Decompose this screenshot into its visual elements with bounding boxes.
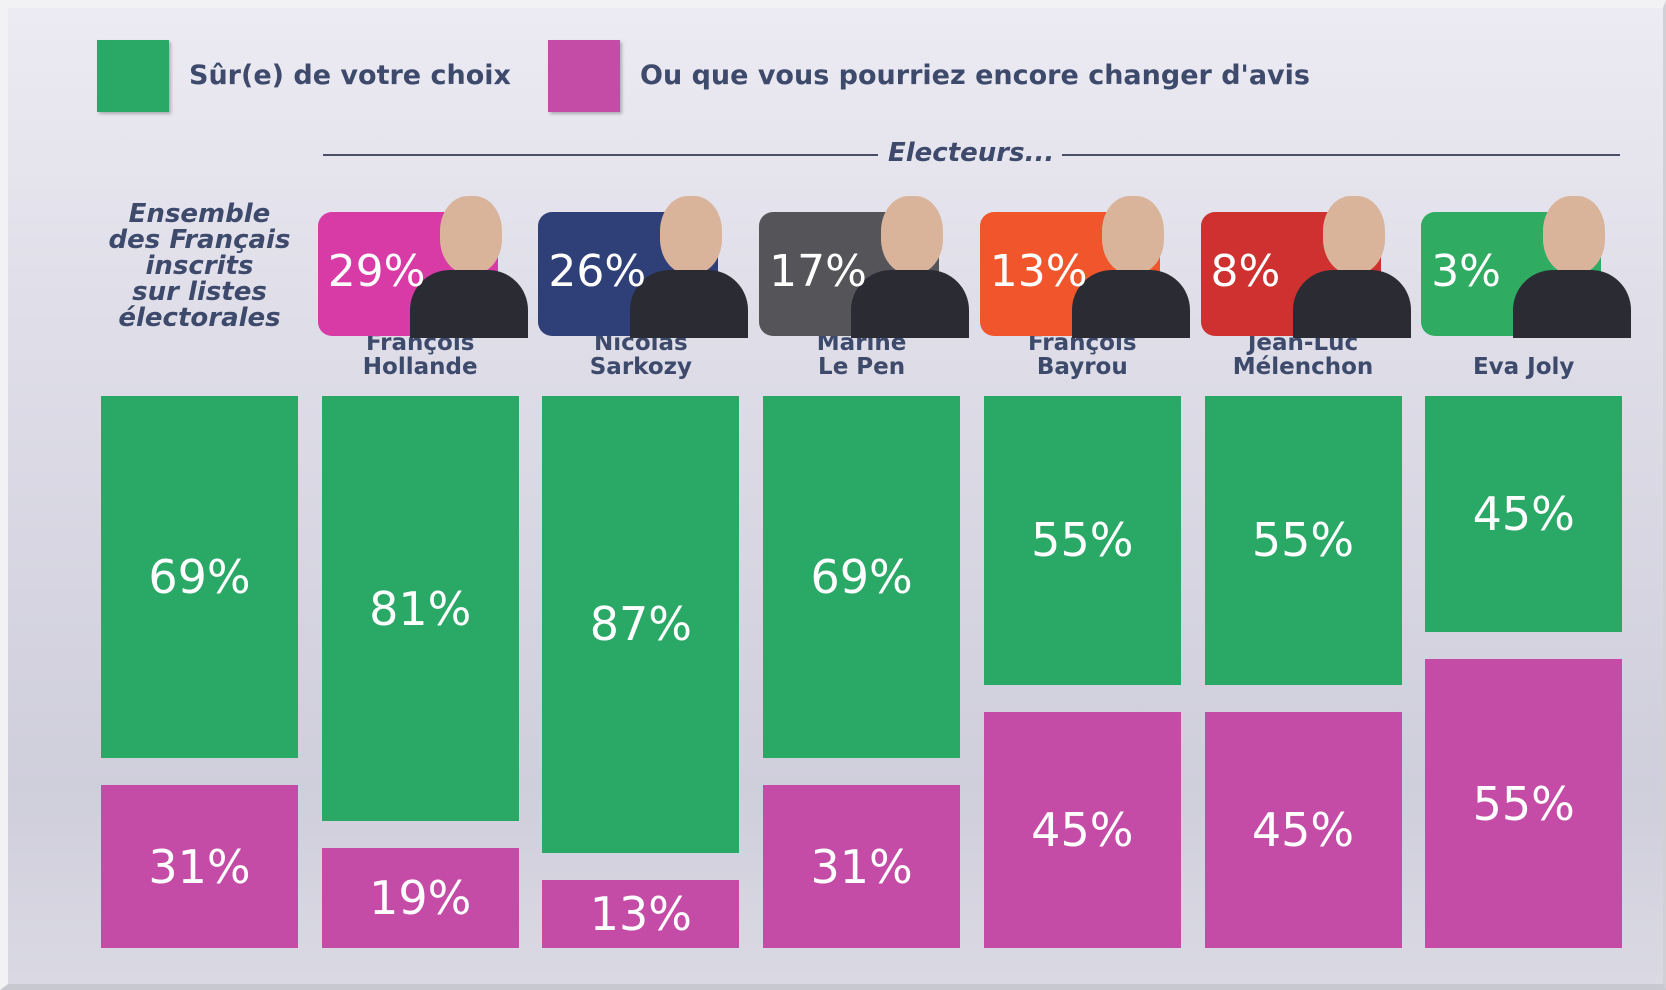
value-label: 81% [369,581,472,636]
vote-share: 17% [769,246,867,297]
bar: 13% [542,879,740,948]
value-label: 31% [810,839,913,894]
photo-head [1543,196,1606,274]
vote-share: 29% [327,246,426,297]
photo-body [1071,270,1190,338]
bar: 81% [321,396,519,822]
category-label: Eva Joly [1472,354,1575,380]
vote-share: 3% [1431,246,1501,297]
photo-head [1322,196,1385,274]
value-label: 87% [589,597,693,652]
bar: 45% [1204,711,1402,948]
value-label: 55% [1472,776,1575,831]
photo-head [881,196,944,274]
vote-share: 26% [548,246,647,297]
photo-body [851,270,970,338]
bar: 55% [1425,659,1623,948]
photo-body [630,270,749,338]
value-label: 13% [589,886,693,941]
legend-swatch [548,40,620,112]
vote-share: 13% [989,246,1088,297]
value-label: 19% [369,871,472,926]
category-label: Ensemble des Français inscrits sur liste… [108,199,291,333]
bar: 31% [763,785,961,948]
value-label: 45% [1251,802,1355,857]
bar: 87% [542,396,740,853]
group-rule [1062,154,1620,156]
category-label: François Hollande [362,330,478,380]
photo-body [409,270,528,338]
group-label: Electeurs... [888,138,1055,168]
photo-head [1101,196,1164,274]
group-rule [323,154,878,156]
bar: 19% [321,848,519,948]
photo-body [1292,270,1411,338]
value-label: 55% [1251,513,1355,568]
photo-head [439,196,502,274]
value-label: 69% [148,550,251,605]
bar: 69% [101,396,298,759]
category-label: Marine Le Pen [816,330,907,380]
value-label: 69% [810,550,913,605]
legend-swatch [97,40,169,112]
legend-label: Ou que vous pourriez encore changer d'av… [640,60,1310,91]
bar: 45% [1425,396,1623,633]
vote-share: 8% [1210,246,1281,297]
legend-label: Sûr(e) de votre choix [189,60,511,91]
photo-body [1513,270,1632,338]
category-label: Jean-Luc Mélenchon [1232,330,1374,380]
bar: 55% [1204,396,1402,685]
bar: 55% [983,396,1181,685]
photo-head [660,196,723,274]
category-label: François Bayrou [1028,330,1137,380]
value-label: 45% [1472,487,1575,542]
bar: 69% [763,396,961,759]
value-label: 45% [1031,802,1134,857]
value-label: 31% [148,839,251,894]
bar: 45% [983,711,1181,948]
bar: 31% [101,785,298,948]
category-label: Nicolas Sarkozy [589,330,693,380]
value-label: 55% [1031,513,1134,568]
